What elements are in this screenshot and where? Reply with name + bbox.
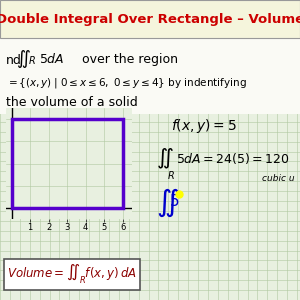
Text: Double Integral Over Rectangle – Volume: Double Integral Over Rectangle – Volume (0, 13, 300, 26)
Text: $= \{(x, y)\;|\; 0 \leq x \leq 6,\; 0 \leq y \leq 4\}$ by indentifying: $= \{(x, y)\;|\; 0 \leq x \leq 6,\; 0 \l… (6, 76, 247, 89)
Text: $Volume = \iint_R f(x, y)\, dA$: $Volume = \iint_R f(x, y)\, dA$ (7, 262, 137, 286)
Text: $\iint$: $\iint$ (16, 48, 32, 70)
Text: over the region: over the region (78, 52, 178, 66)
Text: $\iint$: $\iint$ (156, 147, 174, 171)
Text: $R$: $R$ (167, 169, 174, 181)
Text: $f(x,y) = 5$: $f(x,y) = 5$ (171, 117, 237, 135)
Text: nd: nd (6, 53, 22, 67)
Text: the volume of a solid: the volume of a solid (6, 96, 138, 109)
Text: cubic u: cubic u (262, 174, 295, 183)
FancyBboxPatch shape (0, 0, 300, 38)
Text: $\iint$: $\iint$ (156, 186, 180, 219)
Text: $5$: $5$ (169, 193, 180, 209)
Text: $5dA$: $5dA$ (39, 52, 64, 66)
Text: $5dA = 24(5) = 120$: $5dA = 24(5) = 120$ (176, 152, 289, 166)
Bar (12, 119, 123, 208)
FancyBboxPatch shape (0, 38, 300, 114)
Text: $\it{R}$: $\it{R}$ (28, 54, 36, 66)
